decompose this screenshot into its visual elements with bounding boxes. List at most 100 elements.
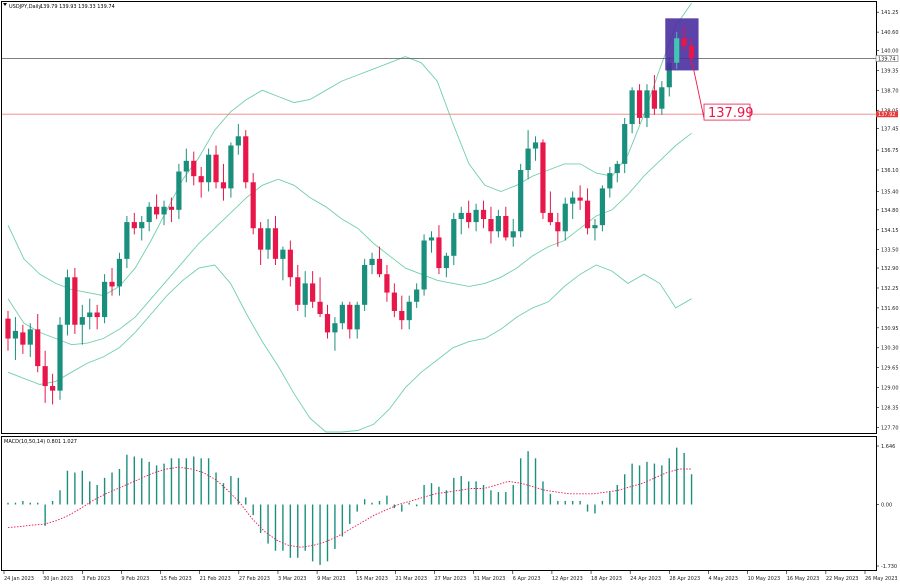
candle-body: [168, 206, 175, 210]
date-tick-label: 26 May 2023: [865, 576, 898, 582]
candle: [161, 200, 167, 226]
candle: [414, 283, 420, 308]
candle-body: [362, 264, 368, 305]
candle: [131, 212, 137, 235]
date-tick-label: 3 Feb 2023: [82, 576, 110, 582]
current-price-tag: [875, 55, 899, 62]
current-price-tag-label: 139.74: [878, 56, 896, 62]
candle: [458, 206, 464, 235]
candle: [72, 268, 78, 334]
price-tick-label: 134.15: [881, 228, 899, 234]
date-tick-label: 18 Apr 2023: [591, 576, 622, 582]
bollinger-lower-band: [7, 264, 692, 433]
candle: [49, 373, 56, 405]
candlestick-series: [5, 25, 695, 405]
candle: [354, 301, 360, 339]
candle: [139, 215, 145, 241]
candle: [243, 130, 249, 189]
highlighted-candle-body: [688, 45, 695, 59]
candle-body: [213, 154, 219, 183]
candle-body: [79, 317, 85, 325]
candle-body: [42, 366, 48, 387]
candle: [406, 295, 412, 330]
triangle-down-icon[interactable]: [3, 3, 7, 6]
candle: [280, 246, 286, 281]
candle: [220, 163, 227, 201]
candle-body: [265, 228, 271, 250]
candle-body: [421, 240, 427, 290]
candle: [480, 200, 487, 229]
candle-body: [584, 200, 591, 229]
price-tick-label: 128.35: [881, 405, 899, 411]
candle: [570, 191, 576, 220]
candle: [79, 304, 85, 345]
candle-body: [206, 154, 212, 183]
candle: [183, 148, 189, 183]
candle: [339, 301, 345, 330]
price-tick-label: 130.95: [881, 326, 899, 332]
price-tick-label: 136.10: [881, 168, 899, 174]
chart-symbol-title: USDJPY,Daily: [9, 4, 41, 10]
candle-body: [614, 163, 620, 174]
date-tick-label: 31 Mar 2023: [474, 576, 506, 582]
candle-body: [139, 222, 145, 229]
candle-body: [510, 231, 516, 238]
candle-body: [503, 215, 509, 238]
candle: [64, 269, 71, 336]
candle: [518, 163, 524, 238]
candle-body: [466, 212, 472, 223]
candle: [109, 268, 115, 296]
date-tick-label: 15 Feb 2023: [161, 576, 192, 582]
candle-body: [347, 304, 353, 330]
level-price-tag-label: 137.92: [878, 112, 896, 118]
candle: [562, 197, 568, 241]
candle-body: [57, 324, 63, 391]
candle-body: [555, 222, 561, 232]
candle: [191, 151, 197, 186]
date-tick-label: 22 May 2023: [826, 576, 859, 582]
price-tick-label: 136.75: [881, 148, 899, 154]
candle: [332, 317, 338, 351]
candle: [168, 197, 175, 223]
candle-body: [636, 90, 643, 118]
date-tick-label: 27 Mar 2023: [435, 576, 467, 582]
candle: [27, 323, 33, 357]
candle-body: [540, 142, 546, 213]
date-tick-label: 24 Jan 2023: [4, 576, 34, 582]
candle: [272, 215, 279, 265]
date-tick-label: 15 Mar 2023: [356, 576, 388, 582]
price-tick-label: 130.30: [881, 346, 899, 352]
candle-body: [310, 283, 316, 302]
date-tick-label: 28 Apr 2023: [669, 576, 700, 582]
candle: [473, 203, 479, 232]
candle-body: [5, 318, 11, 339]
candle-body: [428, 237, 435, 241]
candle: [555, 212, 561, 247]
bollinger-middle-band: [7, 132, 692, 346]
candle: [369, 252, 375, 275]
highlighted-candle-body: [674, 38, 680, 63]
date-axis: 24 Jan 2023 30 Jan 2023 3 Feb 2023 9 Feb 20…: [3, 571, 898, 582]
price-tick-label: 133.50: [881, 248, 899, 254]
date-tick-label: 30 Jan 2023: [43, 576, 73, 582]
candle-body: [577, 197, 583, 201]
candle-body: [406, 301, 412, 321]
macd-indicator: 1.646 0.00 -1.730: [7, 444, 897, 570]
candle-body: [570, 197, 576, 204]
candle-body: [473, 209, 479, 223]
candle: [421, 234, 427, 296]
candle: [250, 173, 256, 235]
price-panel[interactable]: [1, 1, 877, 434]
candle-body: [198, 176, 204, 183]
candle: [547, 191, 553, 226]
candle-body: [250, 182, 256, 229]
candle-body: [243, 136, 249, 183]
candle-body: [161, 206, 167, 215]
candle: [436, 225, 442, 275]
date-tick-label: 24 Apr 2023: [630, 576, 661, 582]
candle: [428, 231, 435, 253]
candle-body: [302, 283, 308, 305]
highlighted-candle-body: [681, 38, 687, 46]
candle: [525, 130, 531, 180]
